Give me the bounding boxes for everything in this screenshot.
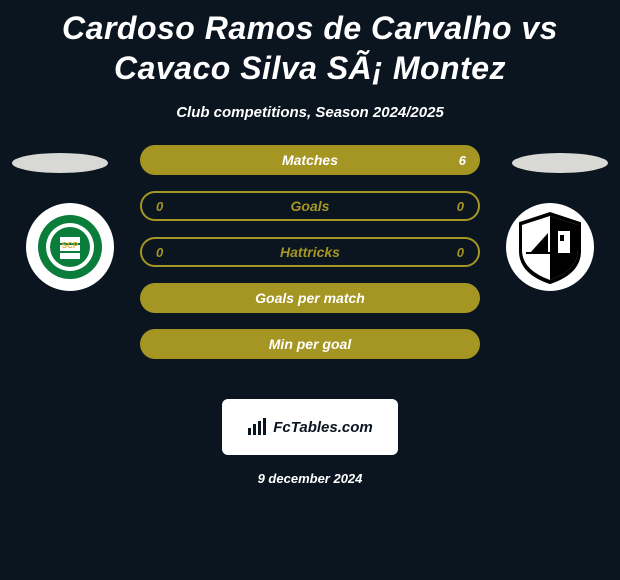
stat-gpm: Goals per match bbox=[140, 283, 480, 313]
subtitle: Club competitions, Season 2024/2025 bbox=[0, 104, 620, 121]
stats-column: Matches 6 0 Goals 0 0 Hattricks 0 Goals … bbox=[140, 145, 480, 359]
svg-text:SCP: SCP bbox=[62, 241, 79, 250]
watermark-text: FcTables.com bbox=[273, 419, 372, 436]
stat-goals-label: Goals bbox=[291, 198, 330, 214]
stat-gpm-label: Goals per match bbox=[255, 290, 365, 306]
player-left-shadow bbox=[12, 153, 108, 173]
page-title: Cardoso Ramos de Carvalho vs Cavaco Silv… bbox=[0, 0, 620, 88]
date-text: 9 december 2024 bbox=[0, 471, 620, 486]
sporting-crest-icon: SCP bbox=[30, 207, 110, 287]
bar-chart-icon bbox=[247, 418, 269, 436]
stat-goals-left: 0 bbox=[156, 199, 163, 214]
stat-goals: 0 Goals 0 bbox=[140, 191, 480, 221]
stat-mpg-label: Min per goal bbox=[269, 336, 351, 352]
stat-goals-right: 0 bbox=[457, 199, 464, 214]
stat-hattricks: 0 Hattricks 0 bbox=[140, 237, 480, 267]
watermark: FcTables.com bbox=[222, 399, 398, 455]
stat-matches-right: 6 bbox=[459, 153, 466, 168]
player-right-shadow bbox=[512, 153, 608, 173]
academica-crest-icon bbox=[508, 205, 592, 289]
club-crest-left: SCP bbox=[26, 203, 114, 291]
stat-matches-label: Matches bbox=[282, 152, 338, 168]
stat-mpg: Min per goal bbox=[140, 329, 480, 359]
stat-hattricks-right: 0 bbox=[457, 245, 464, 260]
stat-hattricks-left: 0 bbox=[156, 245, 163, 260]
comparison-area: SCP Matches 6 0 Goals 0 0 Hattricks 0 bbox=[0, 145, 620, 375]
stat-hattricks-label: Hattricks bbox=[280, 244, 340, 260]
club-crest-right bbox=[506, 203, 594, 291]
stat-matches: Matches 6 bbox=[140, 145, 480, 175]
